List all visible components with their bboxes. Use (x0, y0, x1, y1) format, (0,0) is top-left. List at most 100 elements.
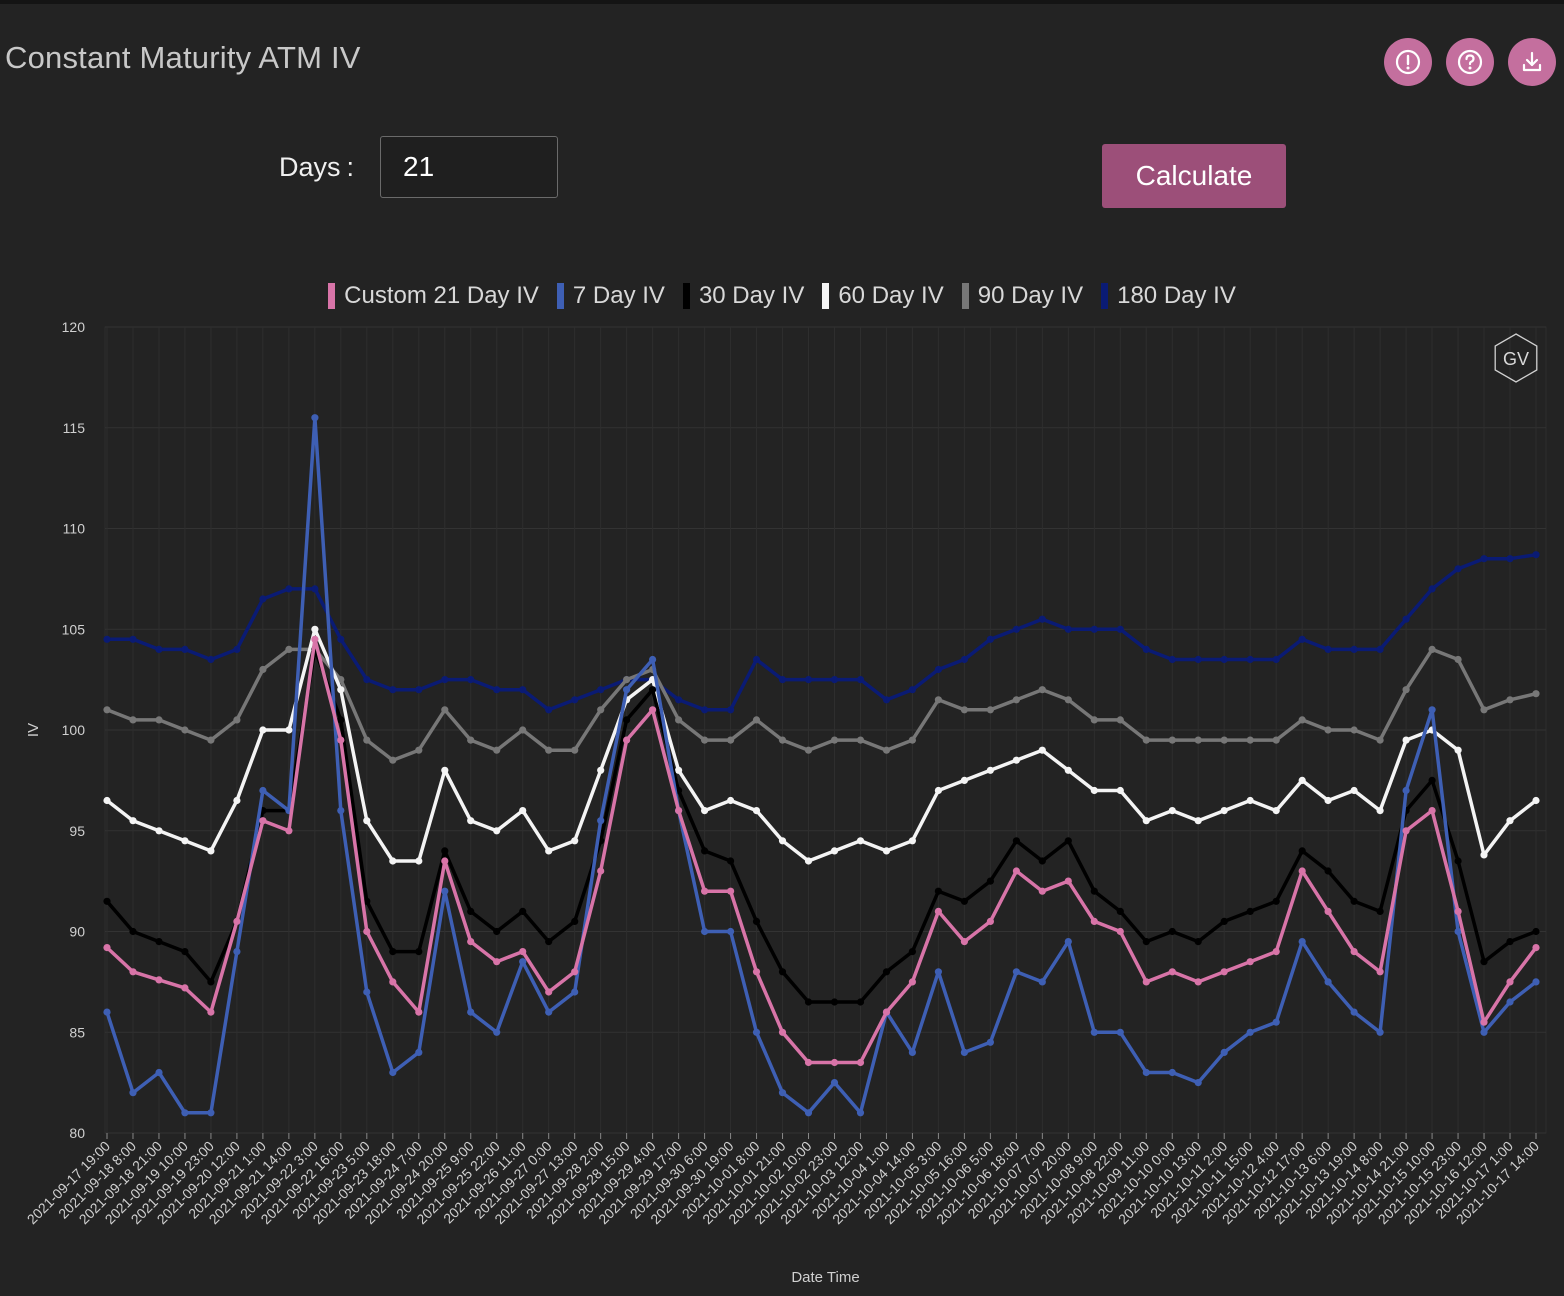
data-point (1038, 978, 1046, 986)
data-point (519, 948, 527, 956)
data-point (389, 978, 397, 986)
help-button[interactable] (1446, 38, 1494, 86)
data-point (804, 746, 813, 754)
legend-item-90-day-iv[interactable]: 90 Day IV (961, 282, 1083, 310)
series-line (105, 415, 1538, 1115)
data-point (545, 1008, 553, 1016)
data-point (337, 807, 345, 815)
data-point (233, 917, 241, 926)
data-point (1324, 796, 1332, 805)
data-point (1012, 756, 1021, 764)
chart-legend: Custom 21 Day IV 7 Day IV 30 Day IV 60 Day … (0, 280, 1564, 312)
data-point (1220, 1048, 1228, 1056)
data-point (752, 1028, 761, 1036)
data-point (882, 696, 891, 704)
data-point (571, 746, 579, 754)
data-point (233, 716, 241, 724)
data-point (129, 716, 137, 724)
data-point (1454, 857, 1462, 865)
data-point (1298, 716, 1306, 724)
data-point (1480, 706, 1488, 714)
data-point (908, 948, 917, 956)
data-point (545, 746, 553, 754)
data-point (623, 716, 631, 724)
data-point (778, 1028, 787, 1036)
data-point (1038, 686, 1046, 694)
data-point (986, 877, 995, 885)
data-point (649, 655, 657, 664)
legend-item-30-day-iv[interactable]: 30 Day IV (682, 282, 804, 310)
data-point (1038, 887, 1046, 895)
data-point (1116, 625, 1124, 633)
data-point (389, 1068, 397, 1077)
data-point (1012, 867, 1021, 875)
data-point (363, 817, 371, 825)
data-point (155, 827, 163, 835)
data-point (830, 736, 839, 744)
legend-item-60-day-iv[interactable]: 60 Day IV (822, 282, 944, 310)
data-point (1012, 968, 1021, 976)
data-point (1428, 776, 1436, 785)
data-point (103, 897, 111, 905)
y-tick-label: 110 (63, 521, 86, 537)
data-point (311, 585, 319, 593)
data-point (545, 988, 553, 996)
data-point (103, 706, 111, 714)
info-button[interactable] (1384, 38, 1432, 86)
legend-item-custom-21-day-iv[interactable]: Custom 21 Day IV (328, 282, 539, 310)
data-point (1324, 978, 1332, 986)
data-point (571, 696, 579, 704)
data-point (1376, 645, 1384, 654)
days-label: Days: (279, 152, 355, 182)
data-point (571, 988, 579, 996)
data-point (778, 837, 787, 845)
data-point (129, 635, 137, 643)
data-point (752, 917, 761, 926)
data-point (856, 676, 865, 684)
legend-item-7-day-iv[interactable]: 7 Day IV (556, 282, 665, 310)
data-point (778, 1089, 787, 1097)
data-point (337, 736, 345, 744)
data-point (207, 978, 215, 986)
download-button[interactable] (1508, 38, 1556, 86)
data-point (259, 726, 267, 734)
data-point (727, 796, 735, 805)
data-point (830, 847, 839, 855)
data-point (597, 686, 605, 694)
data-point (441, 887, 449, 895)
data-point (1480, 851, 1488, 859)
data-point (1090, 1028, 1098, 1036)
data-point (1298, 635, 1306, 643)
data-point (1142, 736, 1150, 744)
data-point (804, 676, 813, 684)
data-point (181, 837, 189, 845)
data-point (1480, 555, 1488, 563)
data-point (1246, 1028, 1254, 1036)
data-point (1272, 897, 1280, 905)
data-point (337, 635, 345, 643)
legend-swatch (1101, 283, 1109, 309)
data-point (207, 1008, 215, 1016)
data-point (1220, 807, 1228, 815)
data-point (1376, 807, 1384, 815)
data-point (752, 968, 761, 976)
data-point (259, 595, 267, 603)
data-point (830, 1079, 839, 1087)
data-point (1246, 958, 1254, 966)
legend-item-180-day-iv[interactable]: 180 Day IV (1101, 282, 1236, 310)
data-point (1220, 968, 1228, 976)
data-point (986, 917, 995, 926)
series-line (107, 552, 1537, 712)
days-input[interactable] (380, 136, 558, 198)
calculate-button[interactable]: Calculate (1102, 144, 1286, 208)
data-point (1454, 927, 1462, 936)
data-point (1324, 907, 1332, 916)
data-point (778, 676, 787, 684)
data-point (908, 736, 917, 744)
data-point (1012, 696, 1021, 704)
data-point (337, 686, 345, 694)
data-point (103, 796, 111, 805)
data-point (1350, 948, 1358, 956)
data-point (1168, 1068, 1176, 1077)
